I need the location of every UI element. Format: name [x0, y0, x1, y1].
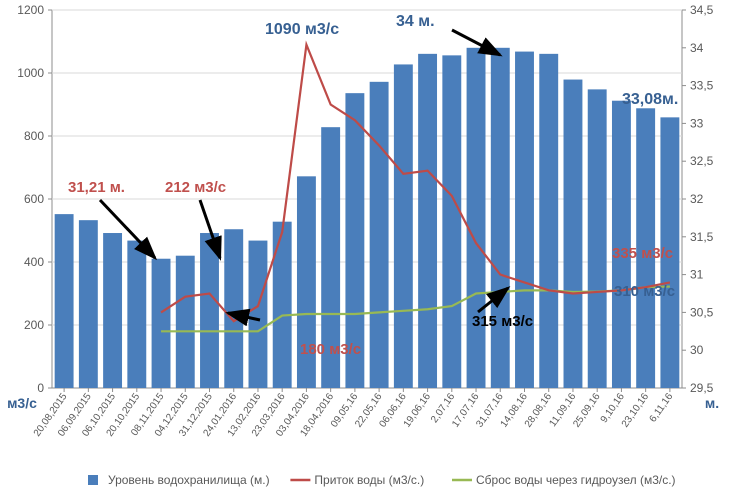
y-left-tick: 0	[37, 381, 44, 395]
bar	[200, 233, 219, 388]
bar	[103, 233, 122, 388]
y-right-tick: 31,5	[690, 230, 714, 244]
bar	[273, 222, 292, 388]
y-left-tick: 400	[24, 255, 44, 269]
y-right-tick: 30	[690, 343, 704, 357]
annotation-label: 212 м3/с	[165, 179, 226, 196]
y-left-label: м3/с	[7, 395, 37, 411]
y-right-tick: 34,5	[690, 3, 714, 17]
annotation-label: 34 м.	[396, 13, 435, 30]
y-right-tick: 31	[690, 268, 704, 282]
y-right-tick: 32,5	[690, 154, 714, 168]
annotation-label: 310 м3/с	[614, 283, 675, 300]
annotation-label: 31,21 м.	[68, 179, 125, 196]
y-right-tick: 33,5	[690, 79, 714, 93]
y-left-tick: 800	[24, 129, 44, 143]
annotation-label: 33,08м.	[622, 91, 678, 108]
bar	[224, 229, 243, 388]
bar	[394, 64, 413, 388]
bar	[515, 52, 534, 388]
legend-label: Уровень водохранилища (м.)	[108, 473, 270, 487]
y-right-tick: 32	[690, 192, 704, 206]
annotation-label: 180 м3/с	[300, 341, 361, 358]
legend-label: Приток воды (м3/с.)	[314, 473, 424, 487]
x-tick-label: 6,11,16	[648, 391, 676, 424]
bar	[442, 55, 461, 388]
bar	[176, 256, 195, 388]
bar	[55, 214, 74, 388]
y-left-tick: 1000	[17, 66, 44, 80]
bar	[588, 89, 607, 388]
bar	[467, 48, 486, 388]
legend-swatch	[88, 475, 98, 485]
bar	[370, 82, 389, 388]
y-right-tick: 29,5	[690, 381, 714, 395]
bar	[127, 241, 146, 388]
bar	[152, 259, 171, 388]
bar	[564, 80, 583, 388]
y-left-tick: 200	[24, 318, 44, 332]
reservoir-chart: 0 200 400 600 800 1000 1200 29,5 30 30,5 31 31,5 32 3…	[0, 0, 733, 501]
bar	[539, 54, 558, 388]
bar	[418, 54, 437, 388]
y-right-tick: 33	[690, 116, 704, 130]
y-right-tick: 30,5	[690, 305, 714, 319]
y-right-tick: 34	[690, 41, 704, 55]
annotation-label: 315 м3/с	[472, 313, 533, 330]
annotation-label: 335 м3/с	[612, 245, 673, 262]
bar	[491, 48, 510, 388]
annotation-label: 1090 м3/с	[265, 21, 339, 38]
y-right-label: м.	[705, 395, 719, 411]
bar	[79, 220, 98, 388]
y-left-tick: 1200	[17, 3, 44, 17]
y-left-tick: 600	[24, 192, 44, 206]
bar	[249, 241, 268, 388]
legend-label: Сброс воды через гидроузел (м3/с.)	[476, 473, 676, 487]
